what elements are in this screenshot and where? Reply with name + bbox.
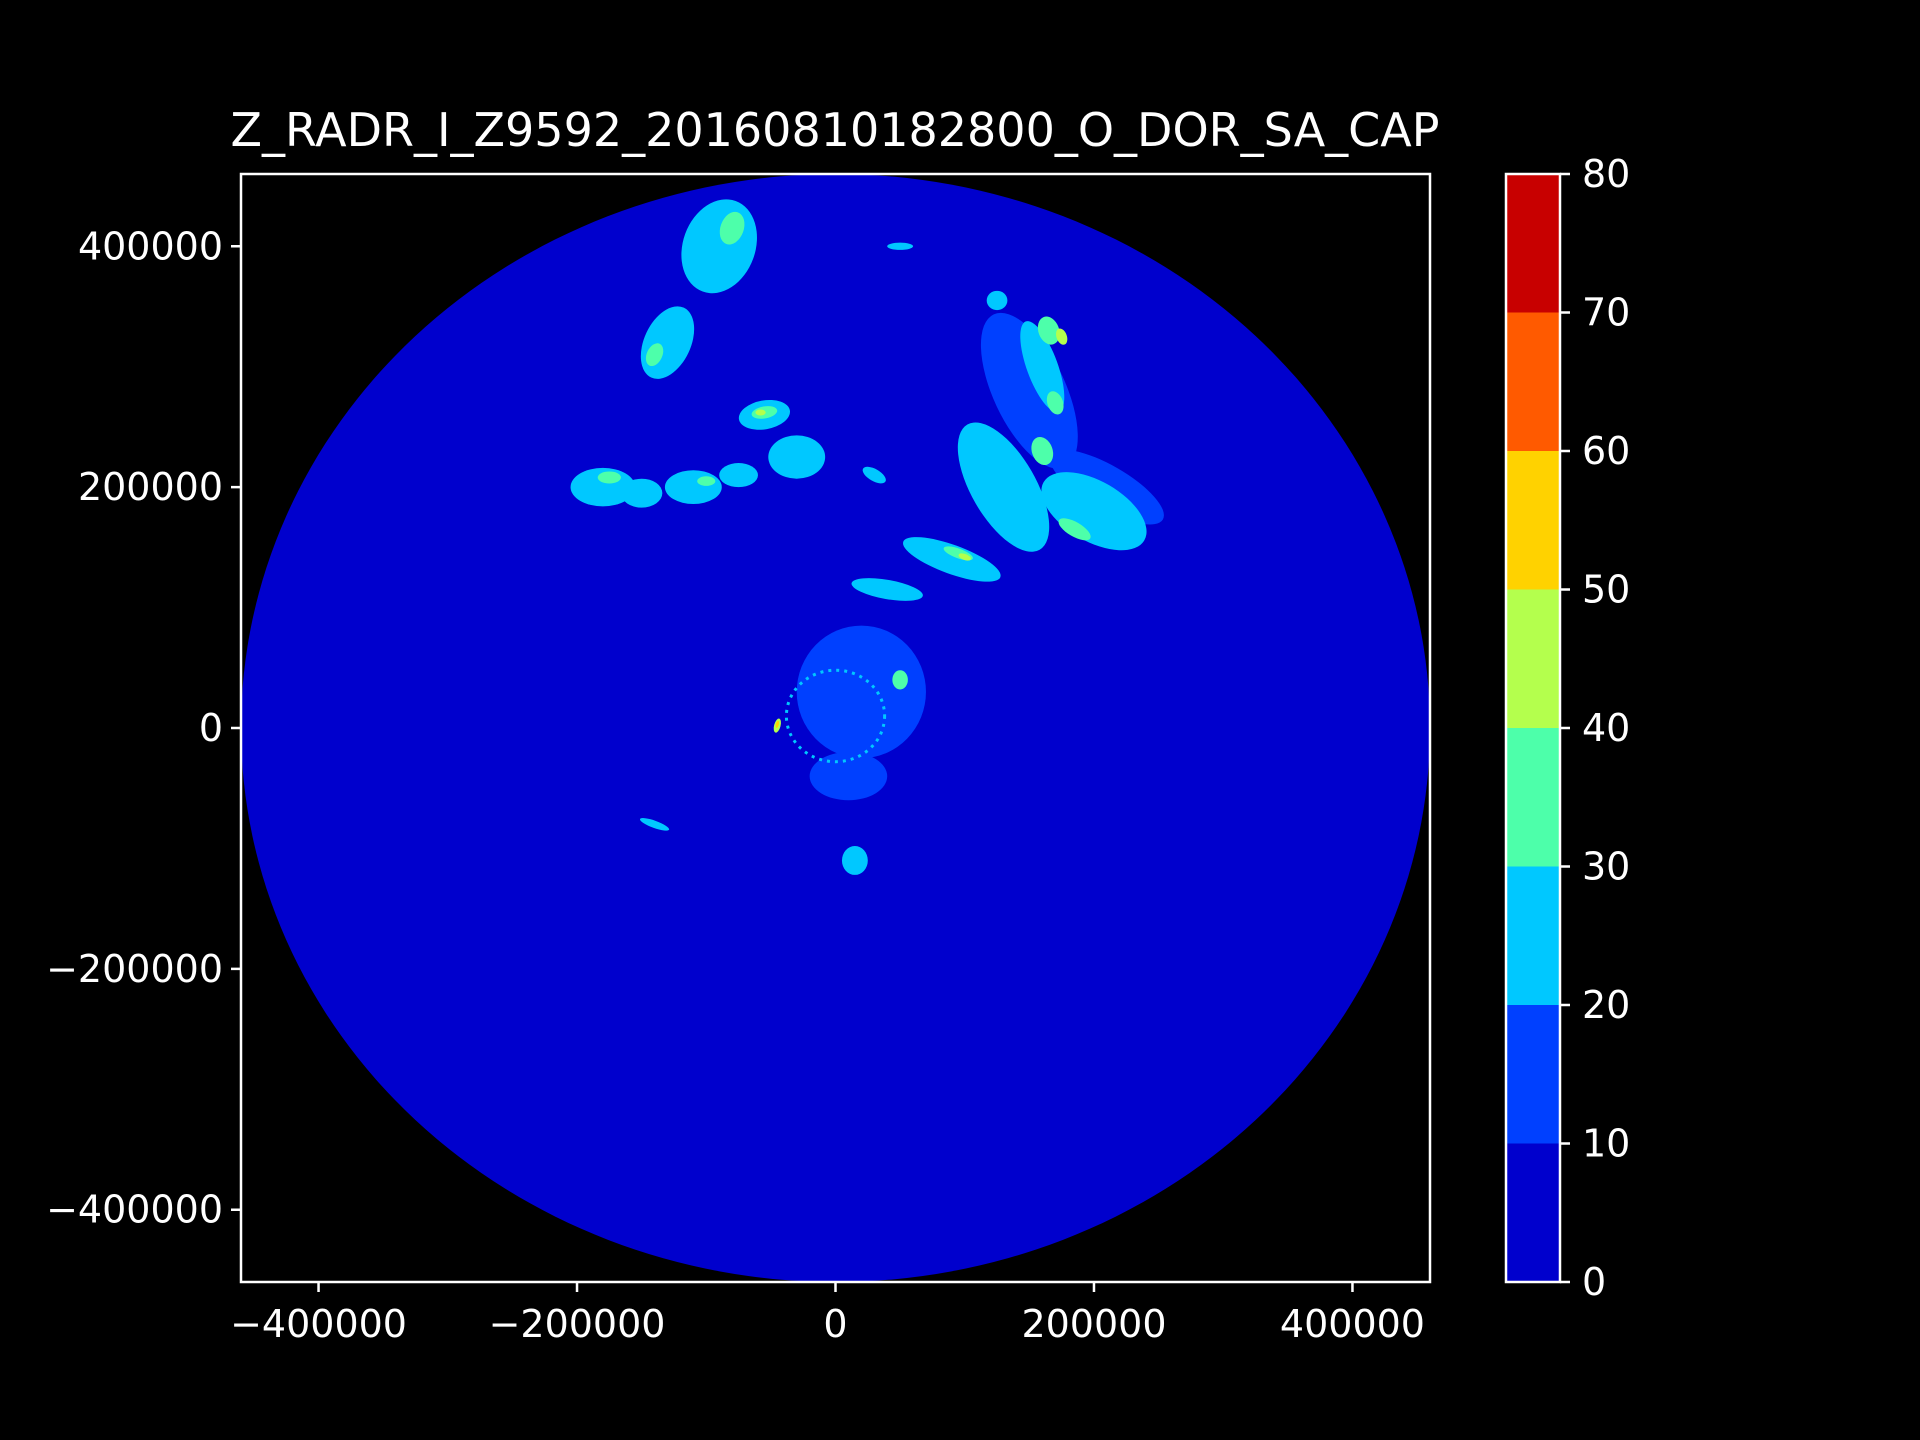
echo-cell [1037,316,1060,345]
colorbar: 0 10 20 30 40 50 60 70 80 [1504,152,1630,1304]
echo-cell [980,312,1078,469]
echo-cell [958,553,971,561]
colorbar-tick-label: 20 [1582,983,1630,1027]
echo-cell [862,466,886,484]
echo-cell [986,290,1008,311]
echo-cell [892,670,908,690]
x-tick-label: 0 [823,1302,847,1346]
colorbar-band [1506,312,1560,451]
x-tick-label: −200000 [489,1302,666,1346]
echo-cell [809,752,888,801]
x-axis: −400000 −200000 0 200000 400000 [230,1282,1425,1346]
x-tick-label: 200000 [1021,1302,1166,1346]
echo-cell [902,537,1001,582]
y-tick-label: −400000 [46,1188,223,1232]
colorbar-tick-label: 80 [1582,152,1630,196]
echo-cell [957,422,1050,552]
colorbar-tick-label: 40 [1582,706,1630,750]
echo-cell [796,625,926,759]
y-tick-label: 0 [199,706,223,750]
echo-cell [697,476,716,486]
echo-cell [1041,472,1147,551]
echo-cell [597,471,621,484]
echo-cell [775,720,780,728]
x-tick-label: −400000 [230,1302,407,1346]
echo-cell [639,818,670,831]
echo-cell [645,343,664,367]
chart-title: Z_RADR_I_Z9592_20160810182800_O_DOR_SA_C… [231,103,1440,157]
echo-cell [1056,328,1068,345]
colorbar-tick-label: 50 [1582,568,1630,612]
echo-cell [1020,321,1065,413]
echo-cell [1031,436,1054,466]
echo-cell [851,578,923,601]
clutter-ring [784,668,887,764]
echo-cell [755,409,766,416]
echo-cell [664,470,722,504]
plot-area [241,174,1430,1282]
y-tick-label: 400000 [78,224,223,268]
colorbar-band [1506,866,1560,1005]
y-tick-label: −200000 [46,947,223,991]
echo-cell [1058,518,1091,541]
colorbar-band [1506,589,1560,728]
echo-cell [841,846,868,875]
colorbar-tick-label: 70 [1582,291,1630,335]
colorbar-tick-label: 30 [1582,845,1630,889]
echo-cell [719,211,745,245]
colorbar-band [1506,728,1560,867]
echo-cell [1046,391,1064,415]
x-tick-label: 400000 [1280,1302,1425,1346]
colorbar-tick-label: 10 [1582,1122,1630,1166]
echo-cell [620,478,663,508]
colorbar-band [1506,1005,1560,1144]
echo-cell [768,435,826,479]
y-axis: −400000 −200000 0 200000 400000 [46,224,241,1232]
y-tick-label: 200000 [78,465,223,509]
colorbar-band [1506,1143,1560,1282]
colorbar-band [1506,174,1560,313]
echo-cell [719,463,758,488]
colorbar-tick-label: 0 [1582,1260,1606,1304]
echo-cell [887,242,914,250]
colorbar-tick-label: 60 [1582,429,1630,473]
colorbar-band [1506,451,1560,590]
